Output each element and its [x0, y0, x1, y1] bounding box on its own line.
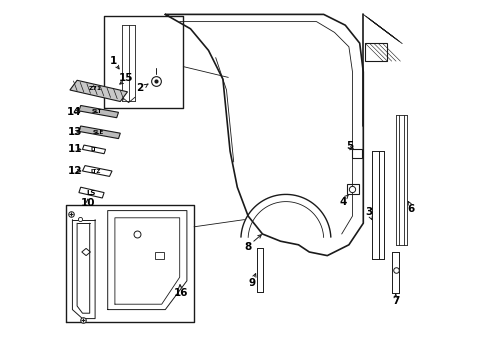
- Text: 11: 11: [67, 144, 81, 154]
- Text: 5: 5: [346, 141, 352, 151]
- Text: 15: 15: [118, 73, 133, 84]
- Text: LS: LS: [86, 190, 95, 195]
- Text: SLE: SLE: [93, 130, 104, 135]
- Text: 12: 12: [67, 166, 81, 176]
- Text: 16: 16: [174, 288, 188, 298]
- Text: LTZ: LTZ: [91, 168, 101, 174]
- Text: 3: 3: [365, 207, 371, 217]
- Text: SLT: SLT: [92, 109, 102, 114]
- Text: 6: 6: [407, 204, 414, 214]
- Polygon shape: [79, 126, 120, 139]
- Text: 13: 13: [67, 127, 81, 137]
- Text: 8: 8: [244, 242, 251, 252]
- Polygon shape: [79, 105, 118, 118]
- Text: LT: LT: [90, 147, 96, 152]
- Text: 14: 14: [67, 107, 81, 117]
- Text: 4: 4: [339, 197, 346, 207]
- Text: 7: 7: [391, 296, 399, 306]
- Text: 2: 2: [136, 83, 143, 93]
- Text: 9: 9: [247, 278, 255, 288]
- Text: 1: 1: [109, 56, 117, 66]
- Polygon shape: [70, 80, 127, 102]
- Text: 10: 10: [81, 198, 95, 208]
- Text: Z71: Z71: [88, 86, 102, 91]
